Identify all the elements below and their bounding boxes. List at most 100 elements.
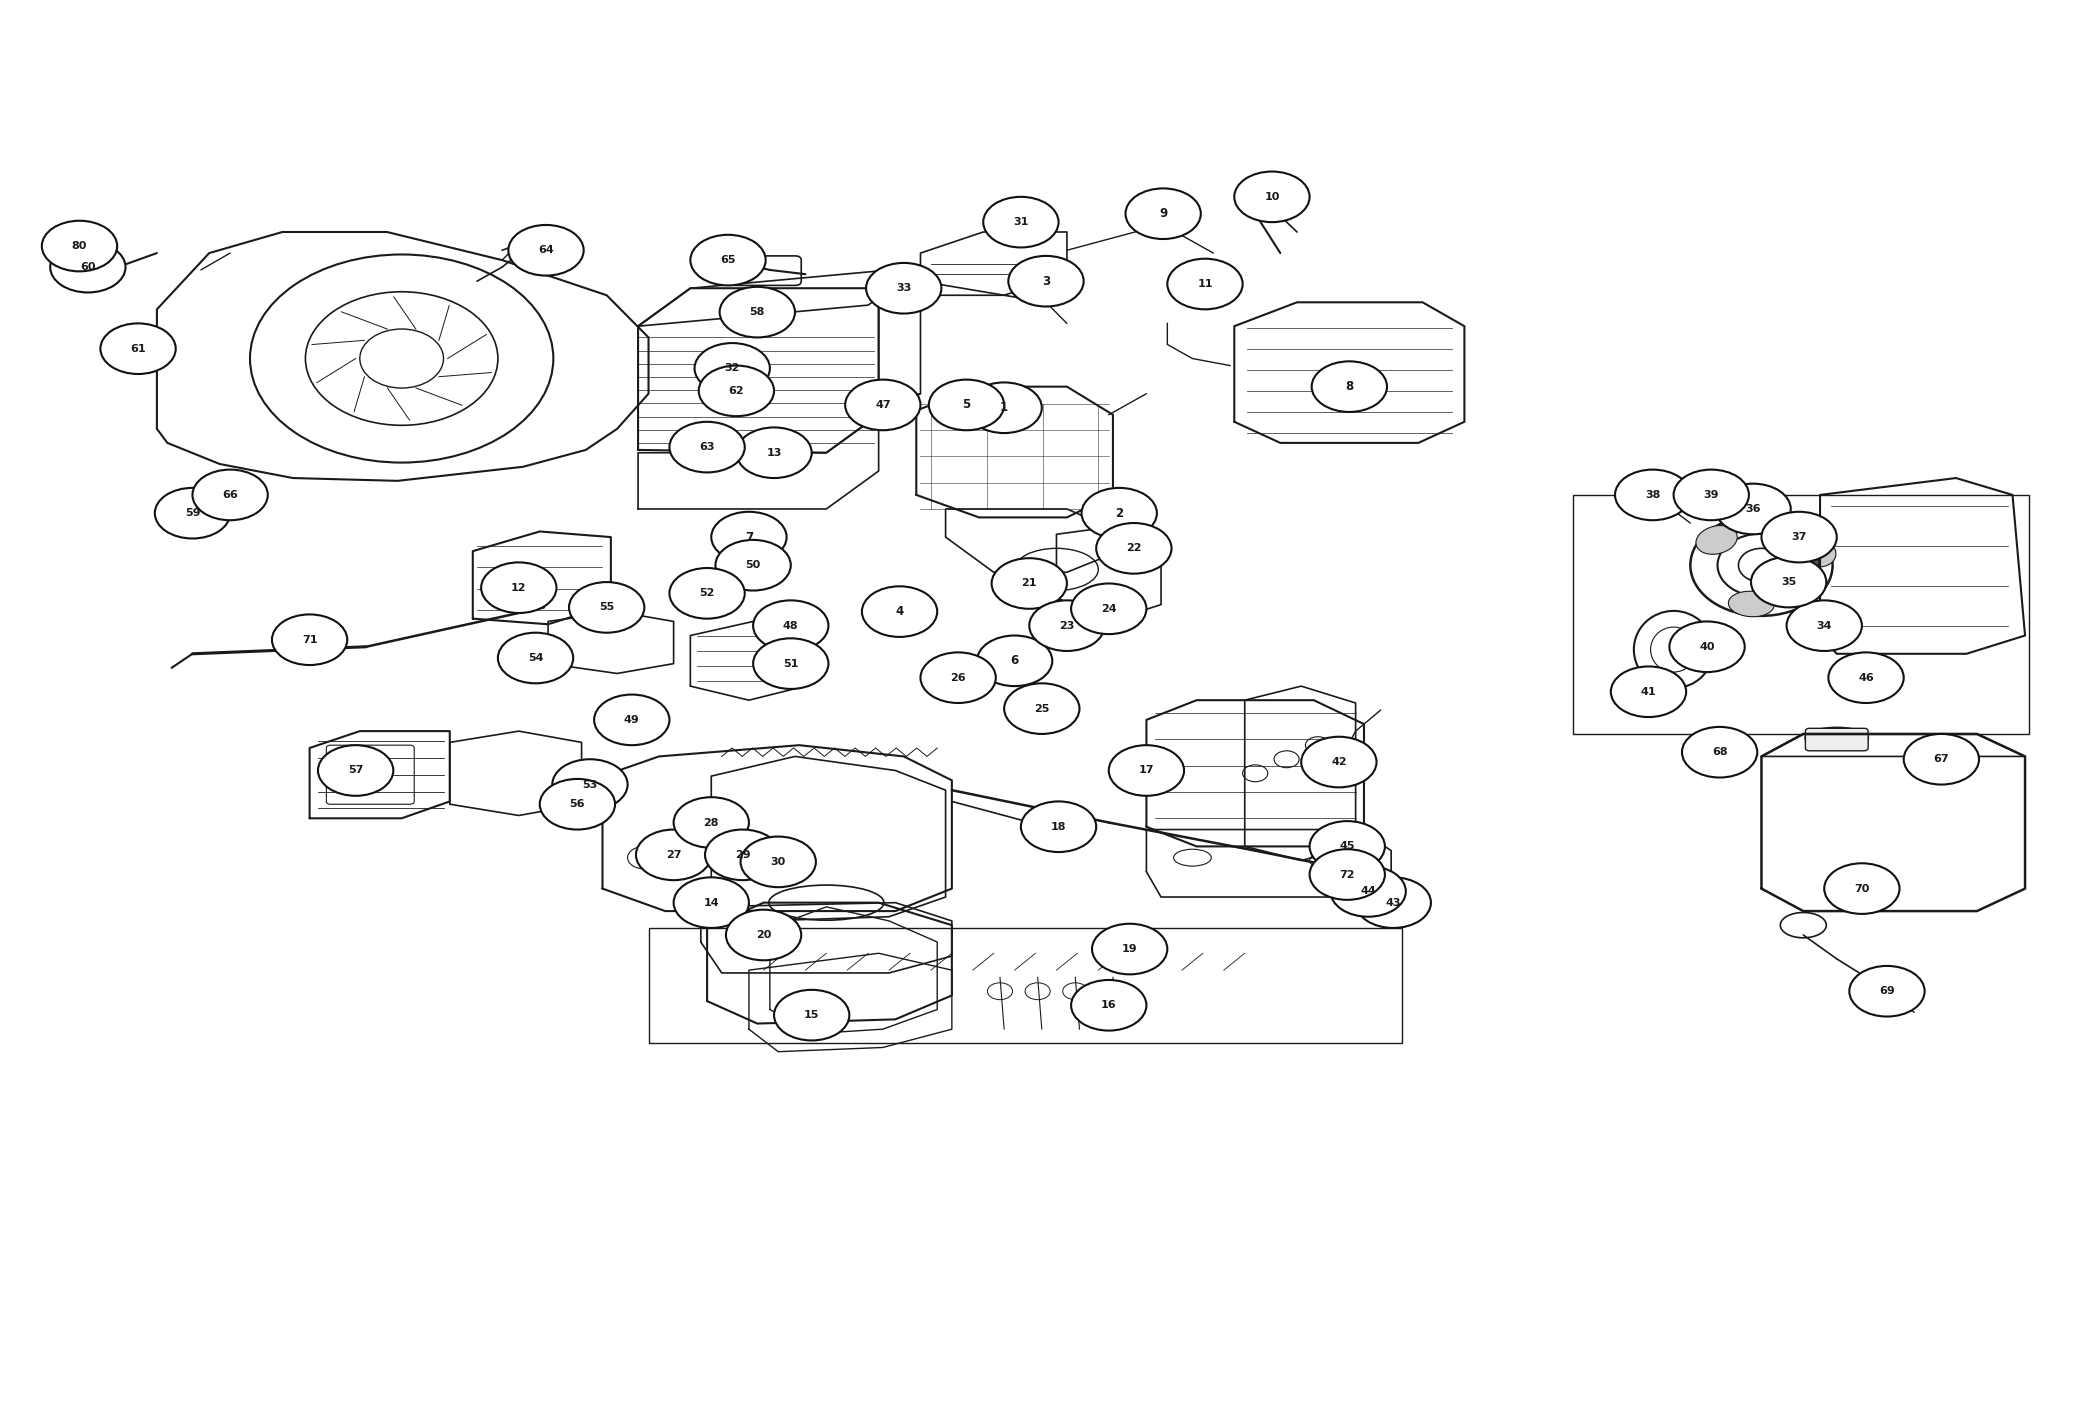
- Text: 31: 31: [1013, 217, 1029, 228]
- Text: 38: 38: [1644, 489, 1661, 501]
- Circle shape: [50, 242, 126, 292]
- Text: 50: 50: [745, 560, 761, 571]
- Circle shape: [1004, 683, 1079, 734]
- Text: 47: 47: [874, 399, 891, 411]
- Circle shape: [1356, 877, 1431, 928]
- Text: 23: 23: [1059, 620, 1075, 631]
- Text: 20: 20: [755, 929, 772, 941]
- Circle shape: [1167, 259, 1243, 309]
- Text: 35: 35: [1780, 576, 1797, 588]
- Circle shape: [552, 759, 628, 810]
- Text: 60: 60: [79, 262, 96, 273]
- Text: 30: 30: [770, 856, 787, 868]
- Text: 61: 61: [130, 343, 146, 354]
- Text: 51: 51: [782, 658, 799, 669]
- Circle shape: [741, 837, 816, 887]
- Text: 37: 37: [1791, 531, 1807, 543]
- Circle shape: [272, 614, 347, 665]
- Circle shape: [1904, 734, 1979, 785]
- Circle shape: [1071, 980, 1146, 1031]
- Text: 44: 44: [1360, 886, 1377, 897]
- Text: 40: 40: [1699, 641, 1715, 652]
- Circle shape: [866, 263, 941, 314]
- Ellipse shape: [1787, 551, 1820, 574]
- Circle shape: [1021, 801, 1096, 852]
- Circle shape: [1824, 863, 1900, 914]
- Text: 5: 5: [962, 398, 971, 412]
- Circle shape: [726, 910, 801, 960]
- Circle shape: [1715, 484, 1791, 534]
- Circle shape: [569, 582, 644, 633]
- Ellipse shape: [1797, 537, 1837, 567]
- Text: 14: 14: [703, 897, 720, 908]
- Circle shape: [498, 633, 573, 683]
- Text: 26: 26: [950, 672, 967, 683]
- Text: 55: 55: [598, 602, 615, 613]
- Circle shape: [155, 488, 230, 538]
- Circle shape: [753, 638, 828, 689]
- Circle shape: [967, 382, 1042, 433]
- Text: 62: 62: [728, 385, 745, 396]
- Text: 11: 11: [1197, 278, 1213, 290]
- Text: 49: 49: [623, 714, 640, 725]
- Circle shape: [540, 779, 615, 830]
- Text: 53: 53: [582, 779, 598, 790]
- Circle shape: [1301, 737, 1377, 787]
- Text: 70: 70: [1854, 883, 1870, 894]
- Text: 9: 9: [1159, 207, 1167, 221]
- Text: 21: 21: [1021, 578, 1038, 589]
- Circle shape: [690, 235, 766, 285]
- Text: 48: 48: [782, 620, 799, 631]
- Text: 34: 34: [1816, 620, 1833, 631]
- Circle shape: [669, 422, 745, 472]
- Text: 65: 65: [720, 254, 736, 266]
- Text: 41: 41: [1640, 686, 1657, 697]
- Circle shape: [594, 695, 669, 745]
- Text: 17: 17: [1138, 765, 1155, 776]
- Text: 36: 36: [1745, 503, 1761, 515]
- Circle shape: [977, 636, 1052, 686]
- Text: 71: 71: [301, 634, 318, 645]
- Circle shape: [1092, 924, 1167, 974]
- Circle shape: [1669, 621, 1745, 672]
- Text: 16: 16: [1100, 1000, 1117, 1011]
- Circle shape: [1615, 470, 1690, 520]
- Text: 18: 18: [1050, 821, 1067, 832]
- Circle shape: [1751, 557, 1826, 607]
- Text: 39: 39: [1703, 489, 1720, 501]
- Circle shape: [920, 652, 996, 703]
- Text: 59: 59: [184, 508, 201, 519]
- Circle shape: [862, 586, 937, 637]
- Circle shape: [1849, 966, 1925, 1017]
- Circle shape: [674, 877, 749, 928]
- Circle shape: [1071, 583, 1146, 634]
- Text: 46: 46: [1858, 672, 1874, 683]
- Circle shape: [1611, 666, 1686, 717]
- Circle shape: [699, 366, 774, 416]
- FancyBboxPatch shape: [1805, 728, 1868, 751]
- Text: 66: 66: [222, 489, 238, 501]
- Circle shape: [774, 990, 849, 1040]
- Circle shape: [1096, 523, 1172, 574]
- Circle shape: [992, 558, 1067, 609]
- Circle shape: [192, 470, 268, 520]
- Text: 19: 19: [1121, 943, 1138, 955]
- Circle shape: [1125, 188, 1201, 239]
- Text: 10: 10: [1264, 191, 1280, 202]
- Text: 72: 72: [1339, 869, 1356, 880]
- Text: 12: 12: [510, 582, 527, 593]
- Text: 43: 43: [1385, 897, 1402, 908]
- Text: 28: 28: [703, 817, 720, 828]
- Circle shape: [508, 225, 584, 276]
- Circle shape: [983, 197, 1059, 247]
- Circle shape: [929, 380, 1004, 430]
- Text: 1: 1: [1000, 401, 1008, 415]
- Text: 54: 54: [527, 652, 544, 664]
- Circle shape: [669, 568, 745, 619]
- Circle shape: [705, 830, 780, 880]
- Circle shape: [1234, 172, 1310, 222]
- Circle shape: [1331, 866, 1406, 917]
- Text: 13: 13: [766, 447, 782, 458]
- Ellipse shape: [1697, 526, 1736, 554]
- Circle shape: [674, 797, 749, 848]
